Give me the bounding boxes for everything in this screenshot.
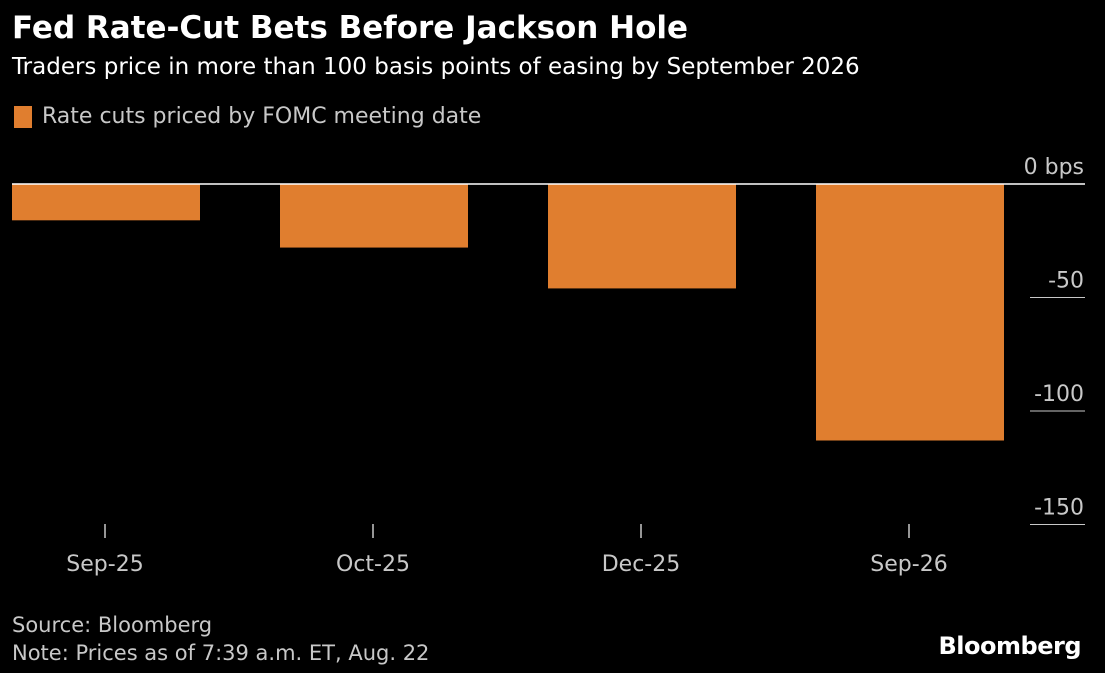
bar-sep-26 [816, 184, 1004, 441]
chart-subtitle: Traders price in more than 100 basis poi… [12, 54, 860, 80]
y-tick-label: 0 bps [1024, 155, 1084, 180]
bar-dec-25 [548, 184, 736, 289]
bloomberg-logo: Bloomberg [938, 632, 1082, 660]
timestamp-note: Note: Prices as of 7:39 a.m. ET, Aug. 22 [12, 641, 430, 665]
bar-sep-25 [12, 184, 200, 221]
y-tick-label: -150 [1034, 496, 1084, 521]
chart-title: Fed Rate-Cut Bets Before Jackson Hole [12, 10, 689, 46]
legend-swatch [14, 105, 32, 128]
source-note: Source: Bloomberg [12, 613, 213, 637]
y-tick-label: -50 [1048, 269, 1084, 294]
y-tick-label: -100 [1034, 382, 1084, 407]
bar-oct-25 [280, 184, 468, 248]
x-tick-label: Dec-25 [602, 552, 681, 577]
x-tick-label: Sep-25 [66, 552, 143, 577]
x-tick-label: Sep-26 [870, 552, 947, 577]
legend-label: Rate cuts priced by FOMC meeting date [42, 104, 482, 129]
legend: Rate cuts priced by FOMC meeting date [14, 104, 481, 129]
x-tick-label: Oct-25 [336, 552, 410, 577]
